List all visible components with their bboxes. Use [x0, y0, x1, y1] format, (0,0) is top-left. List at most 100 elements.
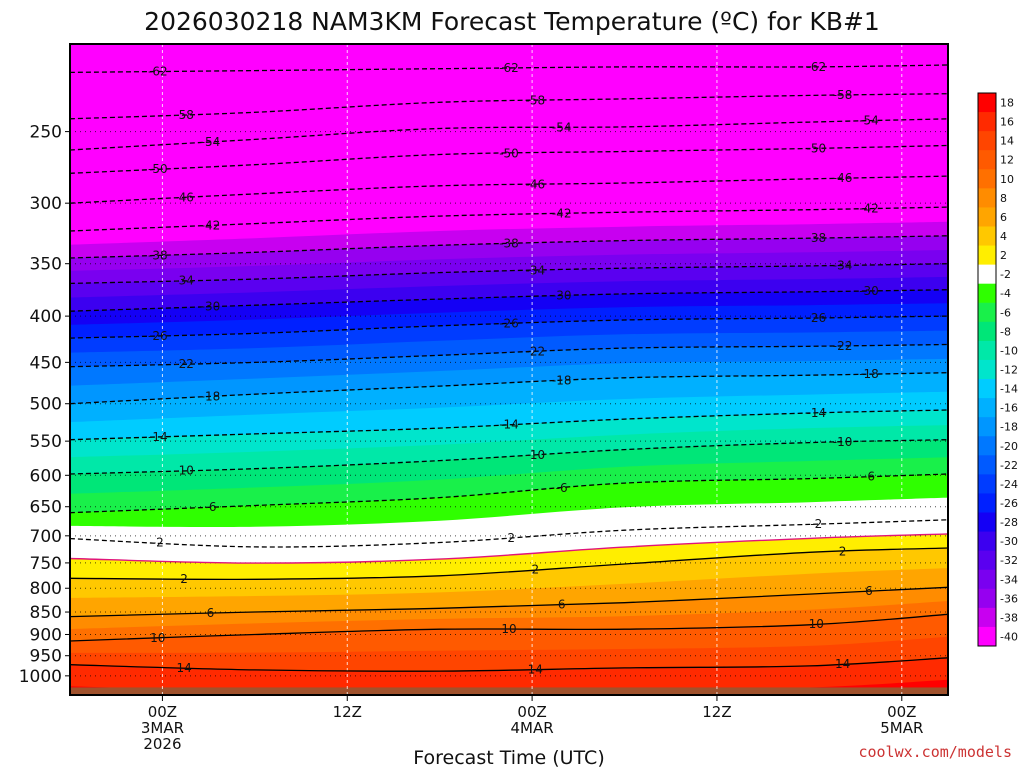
isotherm-line	[70, 519, 948, 548]
colorbar-label: 6	[1000, 211, 1007, 224]
y-tick-label: 700	[30, 527, 62, 547]
plot-frame	[69, 43, 949, 696]
temperature-bands	[70, 44, 948, 695]
isotherm-label: -22	[833, 339, 853, 353]
x-tick-label: 5MAR	[880, 719, 923, 737]
x-tick-label: 00Z	[517, 703, 546, 721]
isotherm-label: -2	[810, 517, 822, 531]
y-tick-label: 400	[30, 307, 62, 327]
isotherm-label: -14	[806, 406, 826, 420]
credit-text: coolwx.com/models	[858, 743, 1012, 761]
colorbar-label: 16	[1000, 116, 1014, 129]
isotherm-line	[70, 439, 948, 475]
y-tick-label: 300	[30, 194, 62, 214]
isotherm-label: -62	[499, 61, 519, 75]
x-tick-label: 2026	[143, 735, 181, 753]
isotherm-label: 6	[558, 598, 566, 612]
colorbar-label: -38	[1000, 611, 1018, 624]
colorbar-swatch	[978, 188, 996, 208]
isotherm-label: 2	[531, 563, 539, 577]
isotherm-label: -14	[148, 430, 168, 444]
colorbar-swatch	[978, 150, 996, 170]
x-tick-label: 00Z	[887, 703, 916, 721]
isotherm-label: -2	[152, 536, 164, 550]
isotherm-label: -54	[201, 135, 221, 149]
x-tick-label: 00Z	[148, 703, 177, 721]
colorbar-label: 8	[1000, 192, 1007, 205]
colorbar-swatch	[978, 169, 996, 189]
colorbar-label: -18	[1000, 421, 1018, 434]
freezing-line	[70, 533, 948, 564]
colorbar-label: -40	[1000, 630, 1018, 643]
isotherm-line	[70, 315, 948, 339]
y-tick-label: 850	[30, 603, 62, 623]
colorbar-swatch	[978, 93, 996, 113]
colorbar-label: -8	[1000, 325, 1011, 338]
y-tick-label: 800	[30, 579, 62, 599]
isotherm-label: -10	[525, 448, 545, 462]
isotherm-line	[70, 613, 948, 642]
colorbar-swatch	[978, 607, 996, 628]
colorbar-label: -16	[1000, 402, 1018, 415]
x-tick-label: 12Z	[333, 703, 362, 721]
isotherm-line	[70, 64, 948, 74]
colorbar-label: -10	[1000, 344, 1018, 357]
isotherm-line	[70, 175, 948, 204]
colorbar-swatch	[978, 379, 996, 399]
y-tick-label: 350	[30, 255, 62, 275]
isotherm-label: -18	[859, 367, 879, 381]
colorbar-label: -14	[1000, 383, 1018, 396]
isotherm-label: -50	[148, 162, 168, 176]
isotherm-line	[70, 235, 948, 259]
y-tick-label: 250	[30, 123, 62, 143]
ground-layer	[70, 687, 948, 695]
isotherm-label: -26	[499, 317, 519, 331]
colorbar-label: -2	[1000, 268, 1011, 281]
isotherm-label: 6	[207, 606, 215, 620]
isotherm-labels: -62 -62 -62-58-58 -58-54-54 -54-50-50 -50-46-…	[148, 60, 879, 677]
isotherm-line	[70, 473, 948, 514]
isotherm-label: -54	[859, 114, 879, 128]
isotherm-label: -30	[859, 284, 879, 298]
isotherm-label: 14	[528, 663, 543, 677]
isotherm-label: 2	[180, 572, 188, 586]
colorbar-label: -12	[1000, 364, 1018, 377]
isotherm-label: -30	[201, 300, 221, 314]
isotherm-label: 10	[809, 617, 824, 631]
colorbar-swatch	[978, 131, 996, 151]
colorbar-swatch	[978, 359, 996, 380]
chart-title: 2026030218 NAM3KM Forecast Temperature (…	[144, 7, 880, 36]
plot-area: -62 -62 -62-58-58 -58-54-54 -54-50-50 -50-46-…	[70, 44, 948, 695]
colorbar-swatch	[978, 493, 996, 514]
isotherm-label: -58	[525, 94, 545, 108]
isotherm-label: 10	[150, 631, 165, 645]
x-tick-label: 4MAR	[511, 719, 554, 737]
temperature-band	[70, 657, 948, 695]
isotherm-line	[70, 547, 948, 581]
colorbar-label: 18	[1000, 97, 1014, 110]
y-tick-label: 650	[30, 498, 62, 518]
isotherm-label: 2	[839, 544, 847, 558]
y-tick-label: 500	[30, 395, 62, 415]
colorbar-swatch	[978, 226, 996, 247]
isotherm-contours	[70, 64, 948, 672]
colorbar-label: 10	[1000, 173, 1014, 186]
isotherm-label: -6	[205, 500, 217, 514]
isotherm-line	[70, 343, 948, 368]
isotherm-label: -30	[552, 289, 572, 303]
colorbar-label: -26	[1000, 497, 1018, 510]
grid-lines	[70, 44, 948, 695]
x-tick-label: 3MAR	[141, 719, 184, 737]
isotherm-label: -18	[552, 374, 572, 388]
isotherm-label: -6	[556, 481, 568, 495]
colorbar-swatch	[978, 112, 996, 132]
colorbar-label: 12	[1000, 154, 1014, 167]
colorbar-label: -6	[1000, 306, 1011, 319]
isotherm-label: -54	[552, 120, 572, 134]
isotherm-label: -14	[499, 418, 519, 432]
isotherm-label: -26	[806, 311, 826, 325]
colorbar-label: 2	[1000, 249, 1007, 262]
colorbar-frame	[977, 92, 997, 647]
